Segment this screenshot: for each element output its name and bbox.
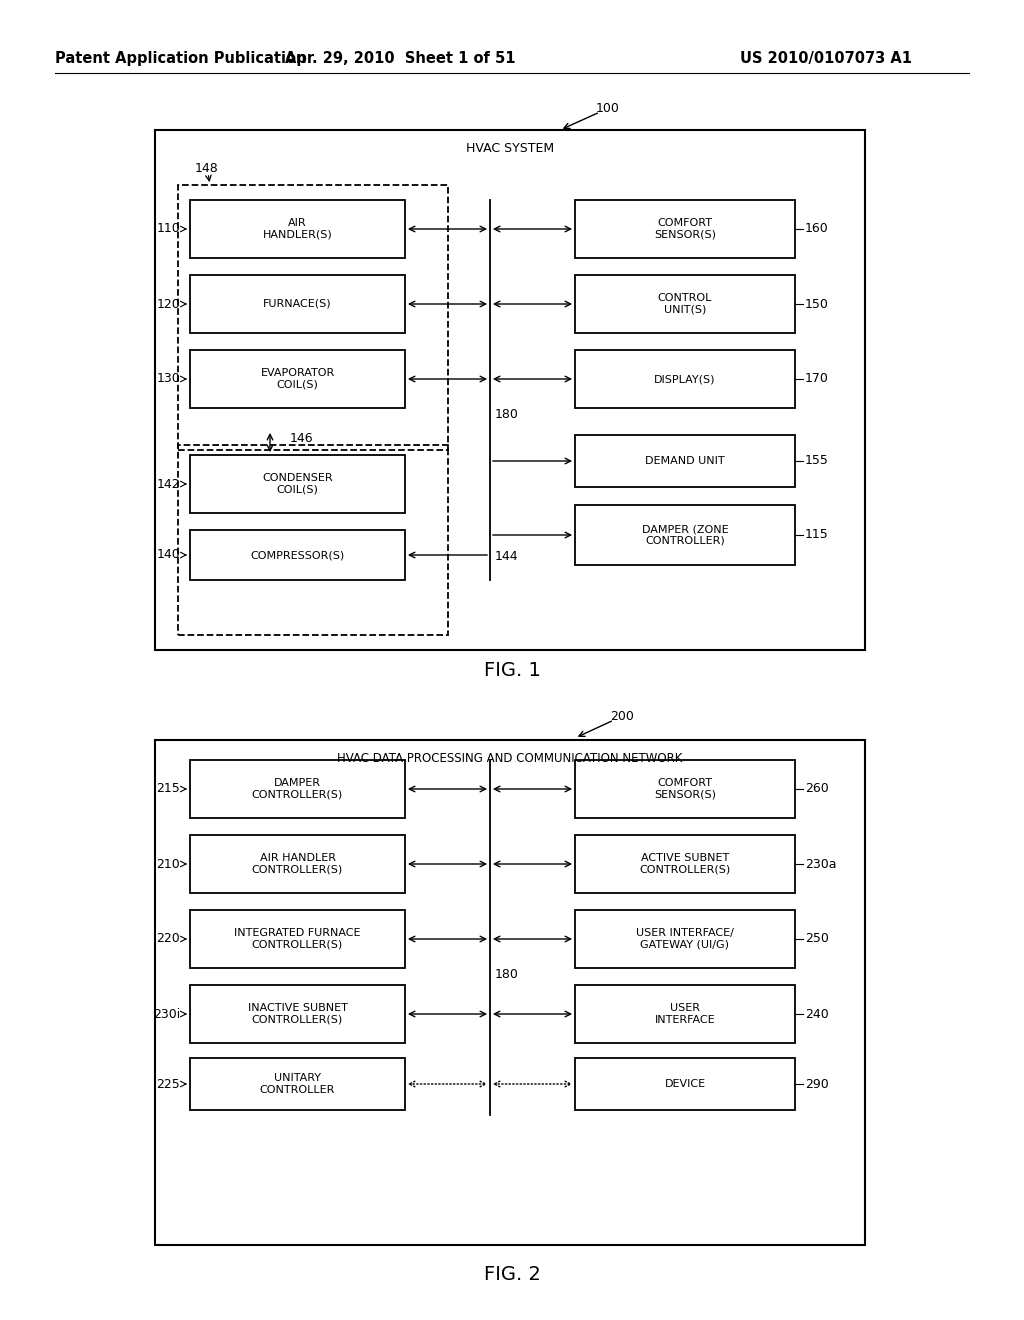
Text: COMFORT
SENSOR(S): COMFORT SENSOR(S) bbox=[654, 779, 716, 800]
Text: DISPLAY(S): DISPLAY(S) bbox=[654, 374, 716, 384]
Text: 155: 155 bbox=[805, 454, 828, 467]
Text: 100: 100 bbox=[596, 102, 620, 115]
Text: UNITARY
CONTROLLER: UNITARY CONTROLLER bbox=[260, 1073, 335, 1094]
Text: CONTROL
UNIT(S): CONTROL UNIT(S) bbox=[657, 293, 712, 314]
Bar bbox=[155, 741, 865, 1245]
Bar bbox=[575, 350, 795, 408]
Bar bbox=[575, 275, 795, 333]
Text: HVAC DATA PROCESSING AND COMMUNICATION NETWORK: HVAC DATA PROCESSING AND COMMUNICATION N… bbox=[337, 751, 683, 764]
Text: USER
INTERFACE: USER INTERFACE bbox=[654, 1003, 716, 1024]
Text: DAMPER
CONTROLLER(S): DAMPER CONTROLLER(S) bbox=[252, 779, 343, 800]
Bar bbox=[190, 909, 406, 968]
Text: HVAC SYSTEM: HVAC SYSTEM bbox=[466, 141, 554, 154]
Bar bbox=[190, 531, 406, 579]
Text: COMFORT
SENSOR(S): COMFORT SENSOR(S) bbox=[654, 218, 716, 240]
Text: DEVICE: DEVICE bbox=[665, 1078, 706, 1089]
Text: 148: 148 bbox=[195, 161, 219, 174]
Text: 225: 225 bbox=[157, 1077, 180, 1090]
Text: 230i: 230i bbox=[153, 1007, 180, 1020]
Bar bbox=[575, 1059, 795, 1110]
Text: AIR
HANDLER(S): AIR HANDLER(S) bbox=[262, 218, 333, 240]
Text: EVAPORATOR
COIL(S): EVAPORATOR COIL(S) bbox=[260, 368, 335, 389]
Bar bbox=[575, 836, 795, 894]
Text: 210: 210 bbox=[157, 858, 180, 870]
Text: 220: 220 bbox=[157, 932, 180, 945]
Text: 200: 200 bbox=[610, 710, 634, 722]
Text: US 2010/0107073 A1: US 2010/0107073 A1 bbox=[740, 50, 912, 66]
Bar bbox=[190, 201, 406, 257]
Bar bbox=[575, 436, 795, 487]
Bar bbox=[190, 455, 406, 513]
Text: USER INTERFACE/
GATEWAY (UI/G): USER INTERFACE/ GATEWAY (UI/G) bbox=[636, 928, 734, 950]
Text: 146: 146 bbox=[290, 432, 313, 445]
Text: Patent Application Publication: Patent Application Publication bbox=[55, 50, 306, 66]
Text: 240: 240 bbox=[805, 1007, 828, 1020]
Text: ACTIVE SUBNET
CONTROLLER(S): ACTIVE SUBNET CONTROLLER(S) bbox=[639, 853, 731, 875]
Text: INTEGRATED FURNACE
CONTROLLER(S): INTEGRATED FURNACE CONTROLLER(S) bbox=[234, 928, 360, 950]
Text: 170: 170 bbox=[805, 372, 828, 385]
Text: 115: 115 bbox=[805, 528, 828, 541]
Text: FIG. 1: FIG. 1 bbox=[483, 660, 541, 680]
Text: 215: 215 bbox=[157, 783, 180, 796]
Text: COMPRESSOR(S): COMPRESSOR(S) bbox=[251, 550, 345, 560]
Text: 120: 120 bbox=[157, 297, 180, 310]
Text: 140: 140 bbox=[157, 549, 180, 561]
Text: FIG. 2: FIG. 2 bbox=[483, 1266, 541, 1284]
Text: 160: 160 bbox=[805, 223, 828, 235]
Text: DAMPER (ZONE
CONTROLLER): DAMPER (ZONE CONTROLLER) bbox=[642, 524, 728, 545]
Text: 130: 130 bbox=[157, 372, 180, 385]
Bar bbox=[178, 445, 449, 635]
Text: 110: 110 bbox=[157, 223, 180, 235]
Bar bbox=[155, 129, 865, 649]
Text: 142: 142 bbox=[157, 478, 180, 491]
Text: AIR HANDLER
CONTROLLER(S): AIR HANDLER CONTROLLER(S) bbox=[252, 853, 343, 875]
Bar bbox=[575, 201, 795, 257]
Text: 180: 180 bbox=[495, 408, 519, 421]
Text: 250: 250 bbox=[805, 932, 828, 945]
Text: INACTIVE SUBNET
CONTROLLER(S): INACTIVE SUBNET CONTROLLER(S) bbox=[248, 1003, 347, 1024]
Bar bbox=[190, 350, 406, 408]
Text: Apr. 29, 2010  Sheet 1 of 51: Apr. 29, 2010 Sheet 1 of 51 bbox=[285, 50, 515, 66]
Text: 230a: 230a bbox=[805, 858, 837, 870]
Bar bbox=[575, 985, 795, 1043]
Bar bbox=[190, 985, 406, 1043]
Bar bbox=[178, 185, 449, 450]
Text: 150: 150 bbox=[805, 297, 828, 310]
Bar bbox=[190, 760, 406, 818]
Bar bbox=[575, 909, 795, 968]
Text: CONDENSER
COIL(S): CONDENSER COIL(S) bbox=[262, 473, 333, 495]
Bar bbox=[190, 275, 406, 333]
Text: 260: 260 bbox=[805, 783, 828, 796]
Bar bbox=[190, 836, 406, 894]
Bar bbox=[575, 506, 795, 565]
Text: 180: 180 bbox=[495, 969, 519, 982]
Bar bbox=[190, 1059, 406, 1110]
Text: 144: 144 bbox=[495, 550, 518, 564]
Bar bbox=[575, 760, 795, 818]
Text: 290: 290 bbox=[805, 1077, 828, 1090]
Text: FURNACE(S): FURNACE(S) bbox=[263, 300, 332, 309]
Text: DEMAND UNIT: DEMAND UNIT bbox=[645, 455, 725, 466]
